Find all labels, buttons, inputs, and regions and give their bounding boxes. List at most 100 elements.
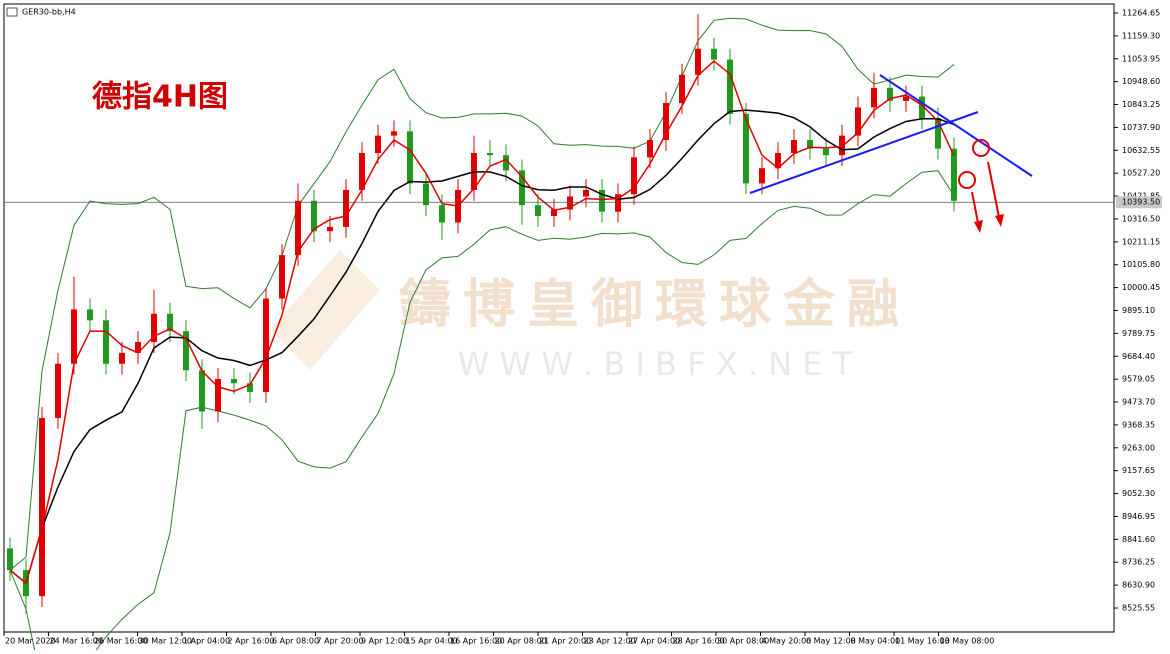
candle-body [807, 139, 813, 149]
candle-body [487, 153, 493, 156]
x-tick-label: 2 Apr 16:00 [228, 637, 275, 646]
y-tick-label: 10000.45 [1122, 283, 1160, 292]
x-tick-label: 28 Apr 16:00 [673, 637, 725, 646]
y-tick-label: 10527.20 [1122, 169, 1160, 178]
bollinger-lower [9, 170, 955, 654]
moving-average [9, 109, 955, 585]
y-tick-label: 10316.50 [1122, 214, 1160, 223]
y-tick-label: 10421.85 [1122, 192, 1160, 201]
x-tick-label: 6 Apr 08:00 [272, 637, 319, 646]
candle-body [503, 155, 509, 171]
y-tick-label: 10632.55 [1122, 146, 1160, 155]
candle-body [103, 320, 109, 364]
marker-circle [972, 139, 990, 157]
candle-body [295, 200, 301, 256]
watermark-url: W W W . B I B F X . N E T [458, 345, 853, 383]
candle-body [151, 313, 157, 343]
y-tick-label: 8946.95 [1122, 512, 1155, 521]
x-tick-label: 13 May 08:00 [940, 637, 995, 646]
x-tick-label: 26 Mar 16:00 [94, 637, 147, 646]
y-tick-label: 8736.25 [1122, 558, 1155, 567]
y-tick-label: 11159.30 [1122, 31, 1160, 40]
candle-body [871, 87, 877, 108]
candle-body [231, 378, 237, 384]
y-tick-label: 11053.95 [1122, 54, 1160, 63]
candle-body [775, 153, 781, 169]
candle-body [647, 139, 653, 158]
last-price-label: 10393.50 [1122, 198, 1160, 207]
candle-body [39, 418, 45, 597]
candle-body [903, 96, 909, 101]
candle-body [551, 209, 557, 217]
symbol: GER30-bb,H4 [22, 8, 76, 17]
y-tick-label: 10737.90 [1122, 123, 1160, 132]
x-tick-label: 21 Apr 20:00 [539, 637, 591, 646]
candle-body [55, 363, 61, 419]
candle-body [119, 352, 125, 364]
x-tick-label: 30 Apr 08:00 [717, 637, 769, 646]
candle-body [7, 548, 13, 571]
y-tick-label: 10948.60 [1122, 77, 1160, 86]
candle-body [71, 309, 77, 364]
bollinger-upper [9, 17, 955, 571]
candle-body [359, 153, 365, 190]
candle-body [215, 378, 221, 412]
candle-body [599, 189, 605, 212]
candle-body [199, 370, 205, 412]
x-tick-label: 23 Apr 12:00 [584, 637, 636, 646]
candle-body [951, 148, 957, 201]
candle-body [391, 131, 397, 136]
x-tick-label: 6 May 12:00 [806, 637, 856, 646]
x-tick-label: 15 Apr 04:00 [406, 637, 458, 646]
candle-body [631, 157, 637, 195]
candle-body [695, 48, 701, 75]
candle-body [887, 87, 893, 101]
trend-line [879, 74, 1033, 177]
candle-body [343, 189, 349, 227]
last-price-box [1116, 196, 1162, 209]
candle-body [919, 96, 925, 119]
marker-circle [958, 171, 976, 189]
candle-body [423, 183, 429, 206]
y-tick-label: 10105.80 [1122, 260, 1160, 269]
y-tick-label: 9368.35 [1122, 420, 1155, 429]
y-tick-label: 9684.40 [1122, 352, 1155, 361]
candle-body [519, 170, 525, 206]
y-tick-label: 9895.10 [1122, 306, 1155, 315]
y-tick-label: 11264.65 [1122, 8, 1160, 17]
candle-body [439, 205, 445, 223]
x-tick-label: 4 May 20:00 [762, 637, 812, 646]
candle-body [791, 139, 797, 154]
y-tick-label: 8841.60 [1122, 535, 1155, 544]
candle-body [279, 255, 285, 299]
candle-body [327, 226, 333, 232]
y-tick-label: 8630.90 [1122, 581, 1155, 590]
candle-body [183, 331, 189, 371]
x-tick-label: 1 Apr 04:00 [183, 637, 230, 646]
x-tick-label: 16 Apr 16:00 [450, 637, 502, 646]
y-tick-label: 9789.75 [1122, 329, 1155, 338]
y-tick-label: 9263.00 [1122, 443, 1155, 452]
candle-body [535, 205, 541, 217]
x-tick-label: 20 Apr 08:00 [495, 637, 547, 646]
x-tick-label: 11 May 16:00 [895, 637, 950, 646]
symbol-icon [6, 7, 18, 17]
candle-body [935, 118, 941, 149]
x-tick-label: 20 Mar 2020 [5, 637, 56, 646]
candle-body [727, 59, 733, 114]
y-tick-label: 9473.70 [1122, 398, 1155, 407]
x-tick-label: 27 Apr 04:00 [628, 637, 680, 646]
candle-body [823, 148, 829, 156]
x-tick-label: 30 Mar 12:00 [139, 637, 192, 646]
candle-body [247, 383, 253, 392]
candle-body [311, 200, 317, 232]
candle-body [167, 313, 173, 332]
annotations [749, 74, 1033, 233]
candle-body [711, 48, 717, 60]
y-tick-label: 8525.55 [1122, 603, 1155, 612]
y-tick-label: 9157.65 [1122, 466, 1155, 475]
y-tick-label: 10211.15 [1122, 237, 1160, 246]
x-tick-label: 9 Apr 12:00 [361, 637, 408, 646]
candle-body [615, 194, 621, 212]
